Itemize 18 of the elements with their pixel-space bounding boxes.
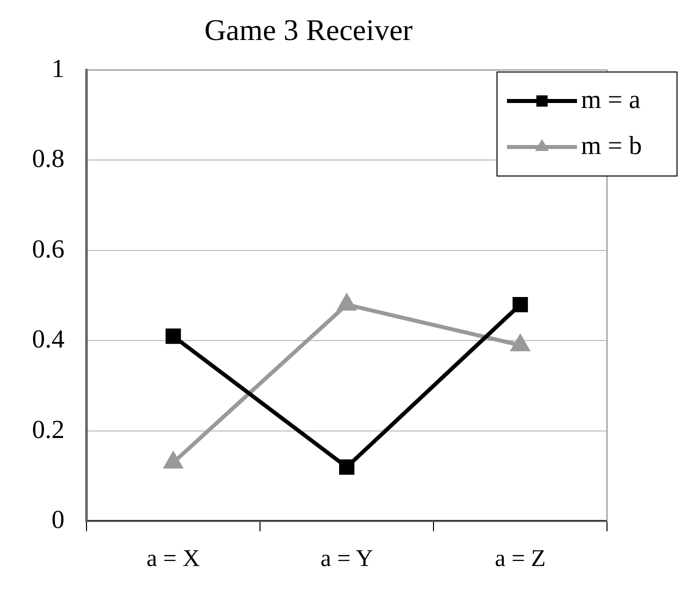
- point: [164, 452, 182, 469]
- legend-label: m = b: [581, 130, 642, 160]
- legend-label: m = a: [581, 84, 641, 114]
- x-tick-label: a = Y: [320, 546, 374, 572]
- y-tick-label: 1: [52, 54, 64, 83]
- y-tick-label: 0.6: [32, 234, 64, 264]
- y-tick-label: 0.2: [32, 414, 64, 444]
- y-tick-label: 0.8: [32, 144, 64, 174]
- point: [339, 459, 354, 475]
- point: [512, 296, 528, 312]
- y-tick-label: 0.4: [32, 324, 64, 354]
- y-tick-label: 0: [52, 505, 64, 534]
- point: [511, 335, 530, 352]
- point: [338, 294, 356, 311]
- point: [166, 328, 181, 344]
- x-tick-label: a = Z: [494, 546, 546, 572]
- x-tick-label: a = X: [146, 546, 200, 572]
- chart-title: Game 3 Receiver: [204, 14, 413, 47]
